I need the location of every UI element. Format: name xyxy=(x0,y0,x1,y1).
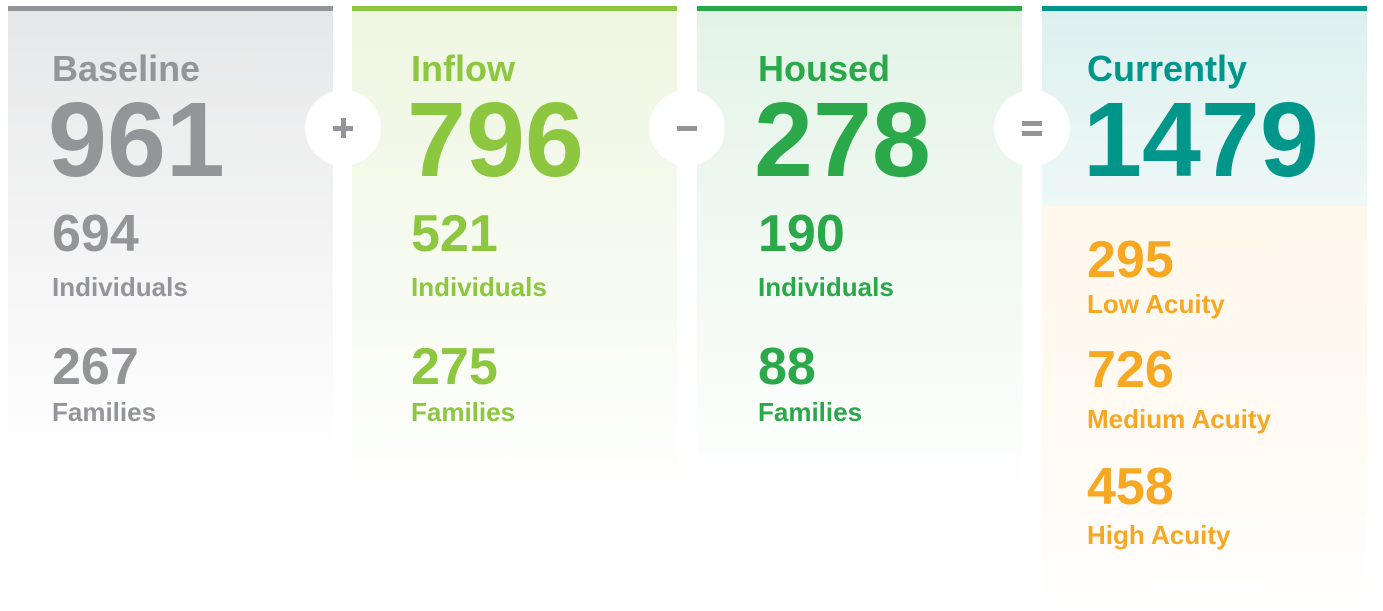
item-value: 275 xyxy=(411,338,498,396)
column-total: 796 xyxy=(407,81,584,199)
minus-operator xyxy=(649,90,725,166)
item-value: 458 xyxy=(1087,458,1174,516)
item-value: 88 xyxy=(758,338,816,396)
item-value: 295 xyxy=(1087,231,1174,289)
column-title: Baseline xyxy=(52,48,201,89)
item-value: 521 xyxy=(411,205,498,263)
currently-column: Currently 1479 295 Low Acuity 726 Medium Acui… xyxy=(1042,6,1367,611)
item-label: High Acuity xyxy=(1087,520,1231,550)
column-total: 961 xyxy=(48,81,225,199)
item-label: Families xyxy=(411,397,516,427)
baseline-column: Baseline 961 694 Individuals 267 Families xyxy=(8,6,333,466)
item-label: Families xyxy=(52,397,157,427)
item-label: Individuals xyxy=(411,272,547,302)
housed-column: Housed 278 190 Individuals 88 Families xyxy=(697,6,1022,496)
item-label: Low Acuity xyxy=(1087,289,1225,319)
column-total: 278 xyxy=(754,81,931,199)
item-value: 190 xyxy=(758,205,845,263)
currently-header-bg xyxy=(1042,6,1367,206)
column-title: Currently xyxy=(1087,48,1248,89)
inflow-column: Inflow 796 521 Individuals 275 Families xyxy=(352,6,677,506)
item-value: 726 xyxy=(1087,341,1174,399)
column-bar xyxy=(352,6,677,11)
item-value: 267 xyxy=(52,338,139,396)
item-label: Families xyxy=(758,397,863,427)
plus-operator xyxy=(305,90,381,166)
item-label: Individuals xyxy=(52,272,188,302)
item-label: Medium Acuity xyxy=(1087,404,1271,434)
item-label: Individuals xyxy=(758,272,894,302)
column-total: 1479 xyxy=(1083,81,1319,199)
column-title: Inflow xyxy=(411,48,515,89)
column-bar xyxy=(1042,6,1367,11)
column-bar xyxy=(8,6,333,11)
column-title: Housed xyxy=(758,48,891,89)
equals-operator xyxy=(994,90,1070,166)
item-value: 694 xyxy=(52,205,139,263)
column-bar xyxy=(697,6,1022,11)
